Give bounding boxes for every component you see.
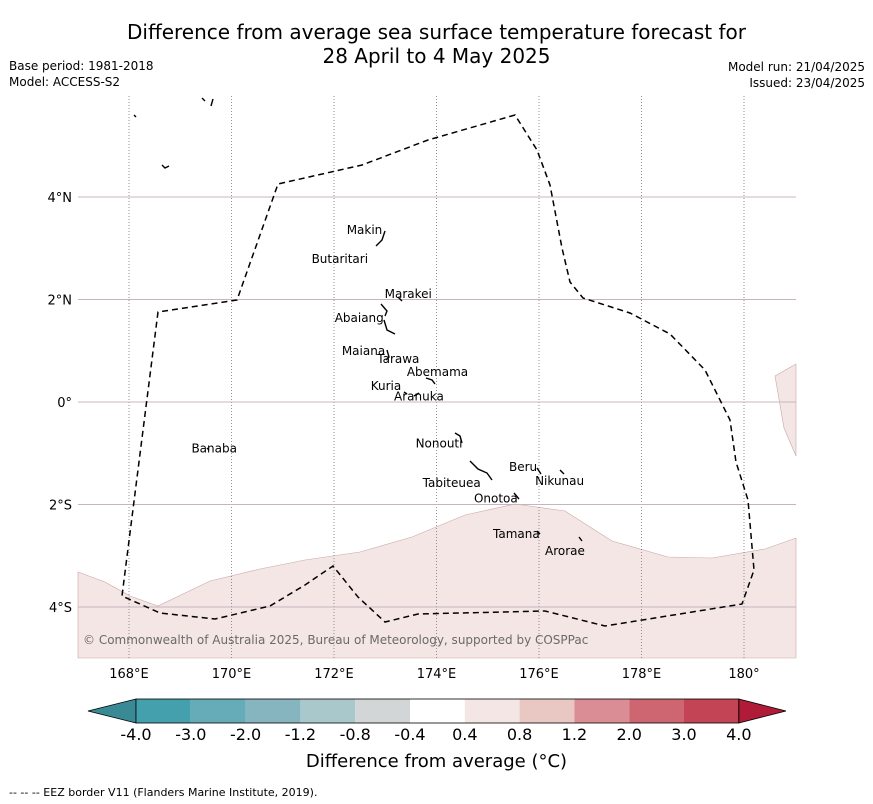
island-label: Banaba — [191, 442, 237, 456]
lon-tick-label: 176°E — [519, 667, 559, 682]
lon-tick-label: 172°E — [314, 667, 354, 682]
model-name: Model: ACCESS-S2 — [9, 75, 121, 89]
lat-tick-label: 2°N — [48, 294, 73, 309]
lat-tick-label: 0° — [57, 396, 72, 411]
colorbar-segment — [410, 699, 465, 723]
base-period: Base period: 1981-2018 — [9, 59, 154, 73]
colorbar-tick-label: 4.0 — [726, 725, 751, 744]
lon-tick-label: 168°E — [109, 667, 149, 682]
beru-outline — [536, 467, 542, 475]
banaba-outline — [206, 447, 210, 451]
lon-tick-label: 174°E — [417, 667, 457, 682]
colorbar-tick-label: 0.8 — [507, 725, 532, 744]
colorbar-segment — [574, 699, 630, 723]
colorbar-segment — [190, 699, 246, 723]
colorbar-segment — [355, 699, 410, 723]
colorbar-outline — [135, 698, 740, 724]
marakei-outline — [397, 296, 403, 302]
island-label: Nikunau — [535, 474, 584, 488]
island-label: Kuria — [371, 379, 402, 393]
lat-tick-label: 4°S — [49, 601, 72, 616]
northwest-islet-outline — [133, 114, 137, 118]
warm-anomaly-east — [774, 363, 797, 457]
island-label: Maiana — [342, 344, 385, 358]
tarawa-outline — [383, 319, 396, 335]
tamana-outline — [536, 530, 541, 535]
makin-outline — [375, 230, 386, 247]
island-label: Tarawa — [376, 352, 419, 366]
colorbar-segment — [300, 699, 356, 723]
longitude-axis: 168°E 170°E 172°E 174°E 176°E 178°E 180° — [109, 667, 759, 682]
colorbar-segment — [245, 699, 301, 723]
island-label: Abemama — [407, 365, 468, 379]
northwest-islet-3-outline — [161, 164, 170, 169]
colorbar-tick-label: -0.8 — [340, 725, 371, 744]
abemama-outline — [425, 377, 436, 385]
colorbar-segment — [629, 699, 684, 723]
colorbar-title: Difference from average (°C) — [305, 751, 568, 772]
northwest-islet-2-outline — [201, 97, 214, 107]
onotoa-outline — [513, 492, 520, 500]
lon-tick-label: 170°E — [212, 667, 252, 682]
aranuka-outline — [413, 392, 420, 397]
island-label: Makin — [347, 223, 383, 237]
island-label: Marakei — [385, 287, 432, 301]
colorbar: -4.0 -3.0 -2.0 -1.2 -0.8 -0.4 0.4 0.8 1.2 2.0 3.0 4… — [87, 698, 787, 744]
tabiteuea-outline — [469, 460, 493, 481]
colorbar-tick-label: -1.2 — [285, 725, 316, 744]
colorbar-tick-label: -4.0 — [120, 725, 151, 744]
island-label: Abaiang — [335, 311, 384, 325]
colorbar-tick-label: 2.0 — [616, 725, 641, 744]
island-outlines — [133, 97, 583, 542]
lon-tick-label: 178°E — [622, 667, 662, 682]
title-line-2: 28 April to 4 May 2025 — [322, 44, 551, 68]
lon-tick-label: 180° — [728, 667, 759, 682]
colorbar-tick-label: 0.4 — [452, 725, 477, 744]
maiana-outline — [385, 349, 390, 361]
colorbar-extend-high — [738, 698, 787, 724]
nikunau-outline — [559, 469, 565, 475]
issued-date: Issued: 23/04/2025 — [749, 76, 865, 90]
colorbar-segment — [136, 699, 191, 723]
footer-note: -- -- -- EEZ border V11 (Flanders Marine… — [9, 786, 318, 799]
meta-left: Base period: 1981-2018 Model: ACCESS-S2 — [9, 58, 154, 90]
latitude-axis: 4°N 2°N 0° 2°S 4°S — [48, 191, 73, 616]
nonouti-outline — [454, 432, 463, 444]
island-label: Butaritari — [312, 252, 369, 266]
island-label: Aranuka — [394, 389, 444, 403]
colorbar-tick-label: -3.0 — [175, 725, 206, 744]
island-label: Arorae — [545, 544, 585, 558]
island-label: Tabiteuea — [422, 476, 481, 490]
colorbar-segment — [519, 699, 575, 723]
colorbar-tick-label: 1.2 — [562, 725, 587, 744]
graticule — [78, 96, 796, 658]
abaiang-outline — [380, 303, 388, 317]
eez-border — [121, 114, 755, 627]
meta-right: Model run: 21/04/2025 Issued: 23/04/2025 — [728, 59, 865, 91]
lat-tick-label: 4°N — [48, 191, 73, 206]
colorbar-tick-label: -2.0 — [230, 725, 261, 744]
warm-anomaly-south — [77, 503, 797, 659]
island-label: Nonouti — [416, 436, 463, 450]
island-label: Tamana — [492, 527, 540, 541]
colorbar-segment — [464, 699, 520, 723]
map-title: Difference from average sea surface temp… — [0, 20, 873, 68]
title-line-1: Difference from average sea surface temp… — [126, 20, 746, 44]
arorae-outline — [578, 536, 583, 542]
kuria-outline — [403, 391, 408, 395]
colorbar-segment — [684, 699, 739, 723]
island-label: Onotoa — [474, 491, 518, 505]
model-run: Model run: 21/04/2025 — [727, 60, 865, 74]
island-label: Beru — [509, 460, 537, 474]
colorbar-tick-label: -0.4 — [394, 725, 425, 744]
copyright-text: © Commonwealth of Australia 2025, Bureau… — [83, 633, 588, 647]
lat-tick-label: 2°S — [49, 499, 72, 514]
colorbar-extend-low — [87, 698, 137, 724]
colorbar-tick-label: 3.0 — [671, 725, 696, 744]
